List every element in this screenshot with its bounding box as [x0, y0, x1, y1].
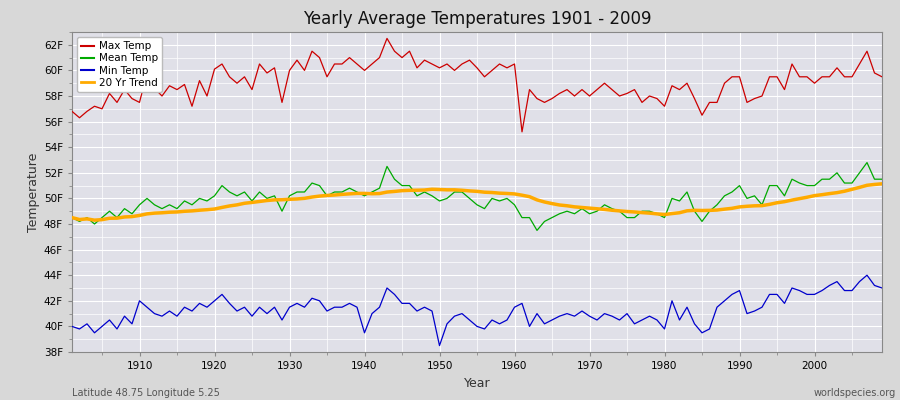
Text: Latitude 48.75 Longitude 5.25: Latitude 48.75 Longitude 5.25: [72, 388, 220, 398]
Max Temp: [337, 62, 347, 66]
Mean Temp: [607, 206, 617, 211]
Max Temp: [292, 58, 302, 62]
20 Yr Trend: [67, 215, 77, 220]
X-axis label: Year: Year: [464, 376, 490, 390]
20 Yr Trend: [134, 213, 145, 218]
20 Yr Trend: [877, 182, 887, 186]
Min Temp: [127, 322, 138, 326]
Mean Temp: [292, 190, 302, 194]
Line: Mean Temp: Mean Temp: [72, 162, 882, 230]
Max Temp: [509, 62, 520, 66]
Legend: Max Temp, Mean Temp, Min Temp, 20 Yr Trend: Max Temp, Mean Temp, Min Temp, 20 Yr Tre…: [77, 37, 162, 92]
20 Yr Trend: [299, 196, 310, 201]
Min Temp: [517, 301, 527, 306]
Max Temp: [67, 109, 77, 114]
20 Yr Trend: [89, 218, 100, 222]
Max Temp: [382, 36, 392, 41]
Mean Temp: [532, 228, 543, 233]
Min Temp: [67, 324, 77, 329]
Mean Temp: [337, 190, 347, 194]
Title: Yearly Average Temperatures 1901 - 2009: Yearly Average Temperatures 1901 - 2009: [302, 10, 652, 28]
Line: Max Temp: Max Temp: [72, 38, 882, 132]
Mean Temp: [127, 211, 138, 216]
20 Yr Trend: [607, 208, 617, 213]
Min Temp: [509, 305, 520, 310]
20 Yr Trend: [517, 193, 527, 198]
Max Temp: [127, 96, 138, 101]
Max Temp: [877, 74, 887, 79]
Line: 20 Yr Trend: 20 Yr Trend: [72, 184, 882, 220]
Min Temp: [434, 343, 445, 348]
Min Temp: [607, 314, 617, 318]
Mean Temp: [67, 215, 77, 220]
Mean Temp: [509, 202, 520, 207]
Mean Temp: [501, 196, 512, 201]
Min Temp: [292, 301, 302, 306]
20 Yr Trend: [344, 192, 355, 196]
Y-axis label: Temperature: Temperature: [27, 152, 40, 232]
Min Temp: [861, 273, 872, 278]
Max Temp: [614, 94, 625, 98]
Text: worldspecies.org: worldspecies.org: [814, 388, 896, 398]
Mean Temp: [877, 177, 887, 182]
Min Temp: [877, 286, 887, 290]
Max Temp: [517, 130, 527, 134]
Max Temp: [524, 87, 535, 92]
Line: Min Temp: Min Temp: [72, 275, 882, 346]
20 Yr Trend: [509, 192, 520, 196]
Min Temp: [337, 305, 347, 310]
Mean Temp: [861, 160, 872, 165]
